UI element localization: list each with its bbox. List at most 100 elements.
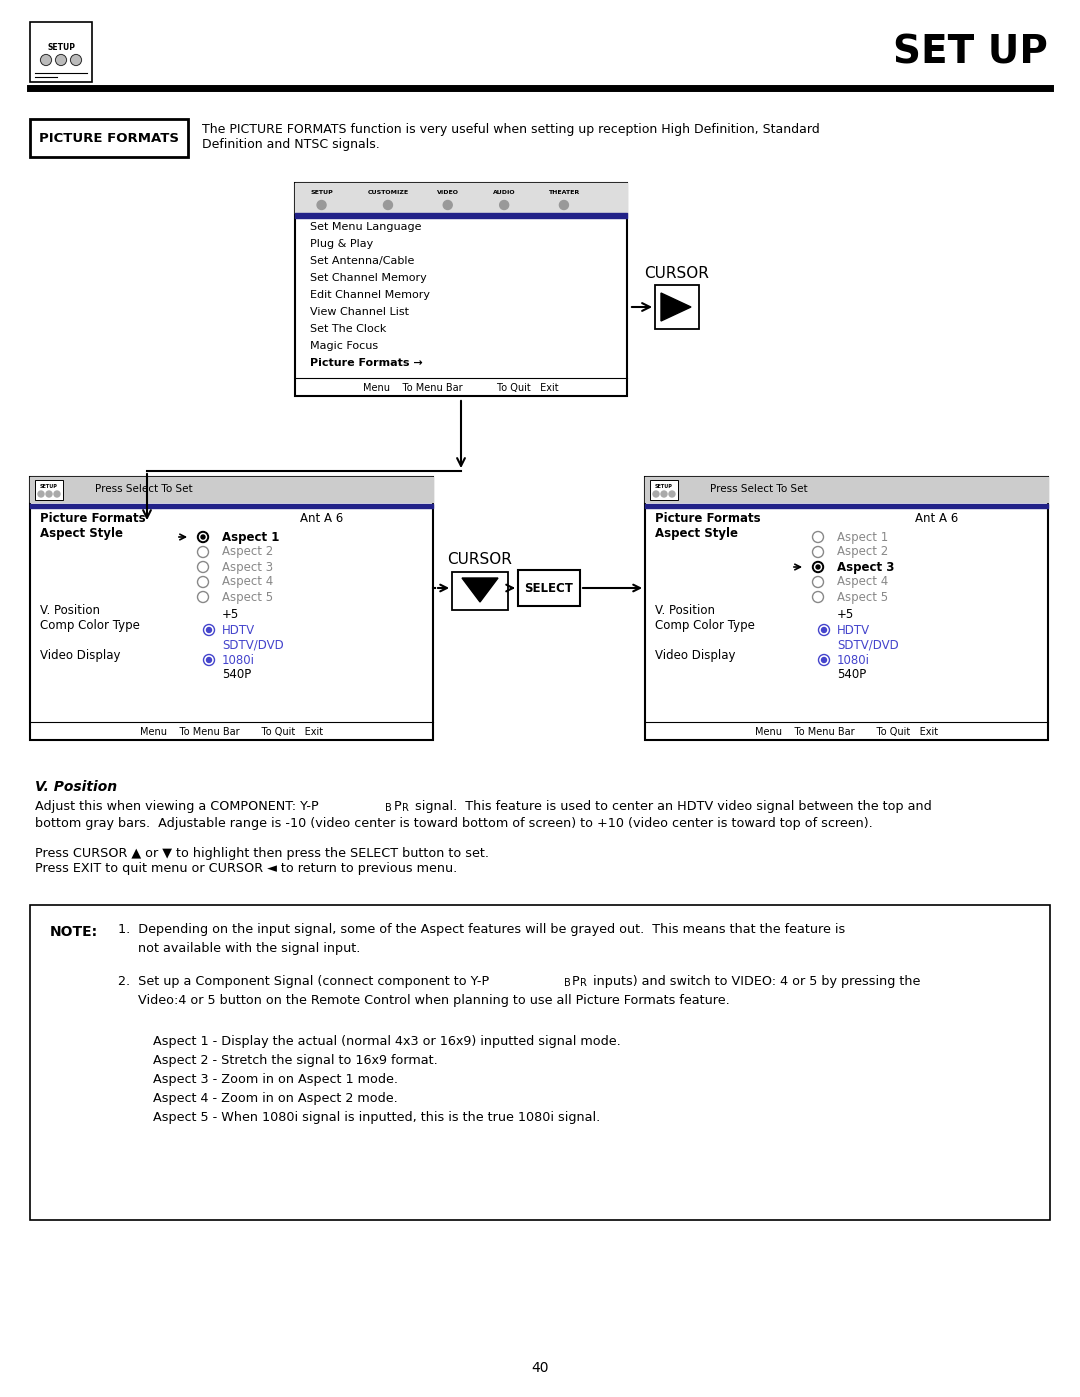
Text: Ant A 6: Ant A 6 [300,513,343,525]
Circle shape [46,490,52,497]
FancyBboxPatch shape [518,570,580,606]
Text: Aspect 2: Aspect 2 [837,545,888,559]
Text: Video:4 or 5 button on the Remote Control when planning to use all Picture Forma: Video:4 or 5 button on the Remote Contro… [138,995,730,1007]
Text: 1080i: 1080i [222,654,255,666]
Text: SETUP: SETUP [310,190,333,196]
FancyBboxPatch shape [35,481,63,500]
Text: The PICTURE FORMATS function is very useful when setting up reception High Defin: The PICTURE FORMATS function is very use… [202,123,820,151]
Text: 1080i: 1080i [837,654,870,666]
Circle shape [318,201,326,210]
Text: Menu    To Menu Bar           To Quit   Exit: Menu To Menu Bar To Quit Exit [363,383,558,393]
Text: Press Select To Set: Press Select To Set [95,483,192,495]
Text: +5: +5 [837,609,854,622]
Text: V. Position: V. Position [654,605,715,617]
Text: 540P: 540P [837,669,866,682]
Circle shape [54,490,60,497]
Text: Edit Channel Memory: Edit Channel Memory [310,291,430,300]
Text: 540P: 540P [222,669,252,682]
Circle shape [559,201,568,210]
Text: View Channel List: View Channel List [310,307,409,317]
Text: 40: 40 [531,1361,549,1375]
Text: SETUP: SETUP [48,42,75,52]
Text: SETUP: SETUP [656,483,673,489]
Circle shape [198,531,208,542]
Circle shape [70,54,81,66]
Text: Aspect 3: Aspect 3 [222,560,273,574]
Polygon shape [661,293,691,321]
FancyBboxPatch shape [30,22,92,82]
Text: Set Channel Memory: Set Channel Memory [310,272,427,284]
Text: Set Antenna/Cable: Set Antenna/Cable [310,256,415,265]
Text: P: P [394,800,402,813]
Circle shape [822,658,826,662]
Text: Aspect 3: Aspect 3 [837,560,894,574]
Text: R: R [580,978,586,988]
Text: bottom gray bars.  Adjustable range is -10 (video center is toward bottom of scr: bottom gray bars. Adjustable range is -1… [35,817,873,830]
Text: Menu    To Menu Bar       To Quit   Exit: Menu To Menu Bar To Quit Exit [140,726,323,738]
Circle shape [500,201,509,210]
Circle shape [383,201,392,210]
FancyBboxPatch shape [30,119,188,156]
Text: not available with the signal input.: not available with the signal input. [138,942,361,956]
Text: Plug & Play: Plug & Play [310,239,374,249]
Text: Video Display: Video Display [654,650,735,662]
Circle shape [206,658,212,662]
Text: THEATER: THEATER [549,190,580,196]
FancyBboxPatch shape [650,481,678,500]
Text: AUDIO: AUDIO [492,190,515,196]
Text: 1.  Depending on the input signal, some of the Aspect features will be grayed ou: 1. Depending on the input signal, some o… [118,923,846,936]
Text: CUSTOMIZE: CUSTOMIZE [367,190,408,196]
Circle shape [669,490,675,497]
Text: Picture Formats →: Picture Formats → [310,358,422,367]
Text: Press CURSOR ▲ or ▼ to highlight then press the SELECT button to set.
Press EXIT: Press CURSOR ▲ or ▼ to highlight then pr… [35,847,489,875]
Text: VIDEO: VIDEO [436,190,459,196]
Text: signal.  This feature is used to center an HDTV video signal between the top and: signal. This feature is used to center a… [411,800,932,813]
Text: Comp Color Type: Comp Color Type [654,619,755,633]
Text: Aspect 2: Aspect 2 [222,545,273,559]
Text: SETUP: SETUP [40,483,58,489]
Circle shape [200,534,206,541]
Text: CURSOR: CURSOR [447,552,512,567]
Text: Set The Clock: Set The Clock [310,324,387,334]
Text: HDTV: HDTV [837,623,870,637]
Text: Picture Formats: Picture Formats [654,513,760,525]
Circle shape [201,535,205,539]
Text: Aspect 1 - Display the actual (normal 4x3 or 16x9) inputted signal mode.: Aspect 1 - Display the actual (normal 4x… [153,1035,621,1048]
Text: 2.  Set up a Component Signal (connect component to Y-P: 2. Set up a Component Signal (connect co… [118,975,489,988]
Text: V. Position: V. Position [35,780,117,793]
Circle shape [814,563,822,570]
Text: Aspect 1: Aspect 1 [837,531,888,543]
Text: Video Display: Video Display [40,650,121,662]
Text: Aspect 3 - Zoom in on Aspect 1 mode.: Aspect 3 - Zoom in on Aspect 1 mode. [153,1073,399,1085]
Text: Press Select To Set: Press Select To Set [710,483,808,495]
FancyBboxPatch shape [645,476,1048,740]
Text: B: B [564,978,570,988]
Text: Aspect 4 - Zoom in on Aspect 2 mode.: Aspect 4 - Zoom in on Aspect 2 mode. [153,1092,397,1105]
Text: CURSOR: CURSOR [645,267,710,282]
Text: Ant A 6: Ant A 6 [915,513,958,525]
Text: SET UP: SET UP [893,34,1048,71]
Text: Aspect 5: Aspect 5 [837,591,888,604]
Text: R: R [402,803,409,813]
Text: Aspect 4: Aspect 4 [837,576,888,588]
Circle shape [822,627,826,633]
Text: Aspect 5: Aspect 5 [222,591,273,604]
Text: Set Menu Language: Set Menu Language [310,222,421,232]
Text: Adjust this when viewing a COMPONENT: Y-P: Adjust this when viewing a COMPONENT: Y-… [35,800,319,813]
Circle shape [812,562,824,573]
Text: NOTE:: NOTE: [50,925,98,939]
FancyBboxPatch shape [295,183,627,395]
Text: Comp Color Type: Comp Color Type [40,619,140,633]
Text: Magic Focus: Magic Focus [310,341,378,351]
Text: Picture Formats: Picture Formats [40,513,146,525]
Text: Aspect Style: Aspect Style [40,528,123,541]
FancyBboxPatch shape [654,285,699,330]
Circle shape [38,490,44,497]
Circle shape [443,201,453,210]
Circle shape [206,627,212,633]
Text: Menu    To Menu Bar       To Quit   Exit: Menu To Menu Bar To Quit Exit [755,726,939,738]
FancyBboxPatch shape [453,571,508,610]
Text: Aspect 2 - Stretch the signal to 16x9 format.: Aspect 2 - Stretch the signal to 16x9 fo… [153,1053,437,1067]
Text: Aspect 1: Aspect 1 [222,531,280,543]
Text: PICTURE FORMATS: PICTURE FORMATS [39,131,179,144]
